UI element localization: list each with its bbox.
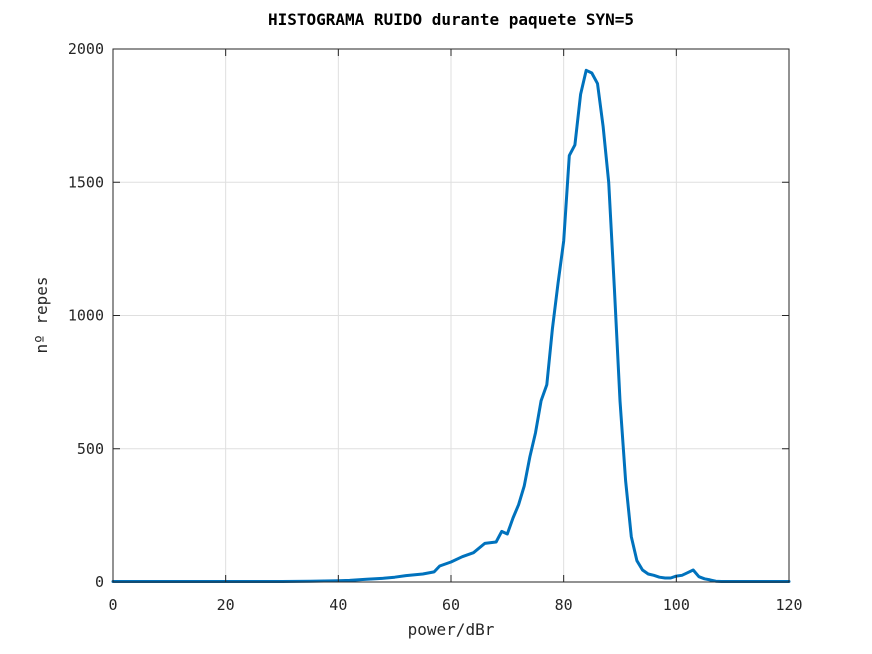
y-tick-label: 2000 [68,40,104,58]
grid-lines [113,49,789,582]
x-tick-label: 120 [775,596,802,614]
series-line [111,68,791,583]
y-tick-label: 500 [77,440,104,458]
x-tick-label: 60 [442,596,460,614]
x-tick-label: 100 [663,596,690,614]
x-tick-label: 40 [329,596,347,614]
x-tick-label: 80 [555,596,573,614]
x-tick-label: 0 [108,596,117,614]
y-tick-label: 0 [95,573,104,591]
y-tick-label: 1500 [68,173,104,191]
series-layer [111,68,791,583]
x-tick-label: 20 [217,596,235,614]
y-axis-label: nº repes [32,276,51,353]
chart-title: HISTOGRAMA RUIDO durante paquete SYN=5 [268,10,634,29]
y-tick-label: 1000 [68,307,104,325]
x-axis-label: power/dBr [408,620,495,639]
axis-ticks: 0 20 40 60 80 100 120 0 500 1000 1500 2000 [68,40,803,614]
